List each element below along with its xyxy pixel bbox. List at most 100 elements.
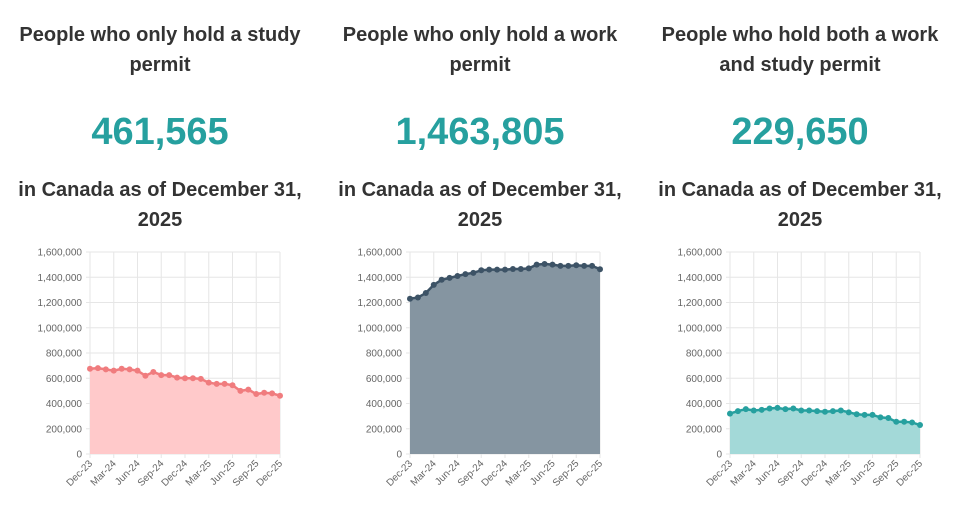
headline-value: 229,650 [731, 111, 869, 153]
data-point[interactable] [174, 374, 181, 381]
data-point[interactable] [581, 262, 588, 269]
panel-subtitle: in Canada as of December 31, 2025 [338, 179, 622, 231]
data-point[interactable] [430, 281, 437, 288]
data-point[interactable] [94, 365, 101, 372]
data-point[interactable] [110, 367, 117, 374]
data-point[interactable] [917, 422, 923, 429]
data-point[interactable] [182, 375, 188, 382]
data-point[interactable] [734, 408, 741, 415]
data-point[interactable] [261, 389, 268, 396]
series-area [730, 407, 920, 454]
x-tick-label: Dec-23 [385, 458, 416, 489]
data-point[interactable] [87, 365, 93, 372]
panel-subtitle: in Canada as of December 31, 2025 [658, 179, 942, 231]
data-point[interactable] [758, 406, 765, 413]
data-point[interactable] [142, 372, 149, 379]
data-point[interactable] [798, 407, 805, 414]
data-point[interactable] [422, 290, 429, 297]
data-point[interactable] [414, 294, 421, 301]
data-point[interactable] [462, 271, 469, 278]
data-point[interactable] [150, 368, 157, 375]
work-and-study-permit-chart: 0 200,000 400,000 600,000 800,000 1,000,000 1,… [678, 248, 926, 489]
y-tick-label: 1,400,000 [678, 273, 723, 284]
y-tick-label: 1,200,000 [38, 298, 83, 309]
y-tick-label: 0 [76, 450, 82, 461]
data-point[interactable] [134, 367, 141, 374]
y-tick-label: 400,000 [46, 399, 83, 410]
data-point[interactable] [533, 261, 540, 268]
data-point[interactable] [478, 267, 485, 274]
data-point[interactable] [845, 409, 852, 416]
data-point[interactable] [502, 266, 508, 273]
data-point[interactable] [901, 418, 908, 425]
data-point[interactable] [269, 390, 276, 397]
y-tick-label: 200,000 [686, 424, 723, 435]
data-point[interactable] [221, 380, 228, 387]
data-point[interactable] [727, 410, 733, 417]
x-tick-label: Mar-24 [409, 458, 439, 488]
data-point[interactable] [565, 262, 572, 269]
y-tick-label: 1,400,000 [358, 273, 403, 284]
x-tick-label: Mar-24 [729, 458, 759, 488]
data-point[interactable] [237, 387, 244, 394]
data-point[interactable] [893, 418, 900, 425]
panel-title: People who only hold a study permit [19, 24, 301, 76]
data-point[interactable] [277, 392, 283, 399]
data-point[interactable] [774, 404, 781, 411]
data-point[interactable] [750, 407, 757, 414]
data-point[interactable] [861, 411, 868, 418]
data-point[interactable] [525, 265, 532, 272]
data-point[interactable] [197, 375, 204, 382]
x-tick-label: Mar-25 [824, 458, 854, 488]
data-point[interactable] [877, 414, 884, 421]
data-point[interactable] [438, 276, 445, 283]
data-point[interactable] [509, 266, 516, 273]
data-point[interactable] [470, 269, 477, 276]
data-point[interactable] [597, 266, 603, 273]
data-point[interactable] [517, 266, 524, 273]
data-point[interactable] [589, 262, 596, 269]
data-point[interactable] [541, 260, 548, 267]
data-point[interactable] [454, 272, 461, 279]
data-point[interactable] [806, 407, 813, 414]
headline-value: 1,463,805 [395, 111, 565, 153]
data-point[interactable] [853, 411, 860, 418]
data-point[interactable] [742, 406, 749, 413]
data-point[interactable] [573, 262, 580, 269]
y-tick-label: 600,000 [686, 374, 723, 385]
data-point[interactable] [837, 407, 844, 414]
x-tick-label: Dec-25 [895, 458, 926, 489]
data-point[interactable] [118, 365, 125, 372]
data-point[interactable] [205, 379, 212, 386]
data-point[interactable] [885, 415, 892, 422]
data-point[interactable] [486, 266, 493, 273]
data-point[interactable] [549, 261, 556, 268]
data-point[interactable] [102, 366, 109, 373]
y-tick-label: 1,400,000 [38, 273, 83, 284]
data-point[interactable] [822, 408, 828, 415]
y-tick-label: 600,000 [366, 374, 403, 385]
data-point[interactable] [158, 372, 165, 379]
data-point[interactable] [782, 406, 789, 413]
data-point[interactable] [446, 274, 453, 281]
data-point[interactable] [557, 262, 564, 269]
y-tick-label: 1,600,000 [38, 248, 83, 259]
x-tick-label: Dec-24 [480, 458, 511, 489]
data-point[interactable] [229, 382, 236, 389]
data-point[interactable] [213, 380, 220, 387]
data-point[interactable] [407, 295, 413, 302]
data-point[interactable] [494, 266, 501, 273]
data-point[interactable] [790, 405, 797, 412]
data-point[interactable] [829, 408, 836, 415]
y-tick-label: 1,200,000 [678, 298, 723, 309]
data-point[interactable] [126, 366, 133, 373]
data-point[interactable] [166, 372, 173, 379]
data-point[interactable] [909, 419, 916, 426]
data-point[interactable] [189, 375, 196, 382]
headline-value: 461,565 [91, 111, 229, 153]
data-point[interactable] [766, 405, 773, 412]
data-point[interactable] [253, 391, 260, 398]
data-point[interactable] [814, 408, 821, 415]
data-point[interactable] [245, 386, 252, 393]
data-point[interactable] [869, 411, 876, 418]
